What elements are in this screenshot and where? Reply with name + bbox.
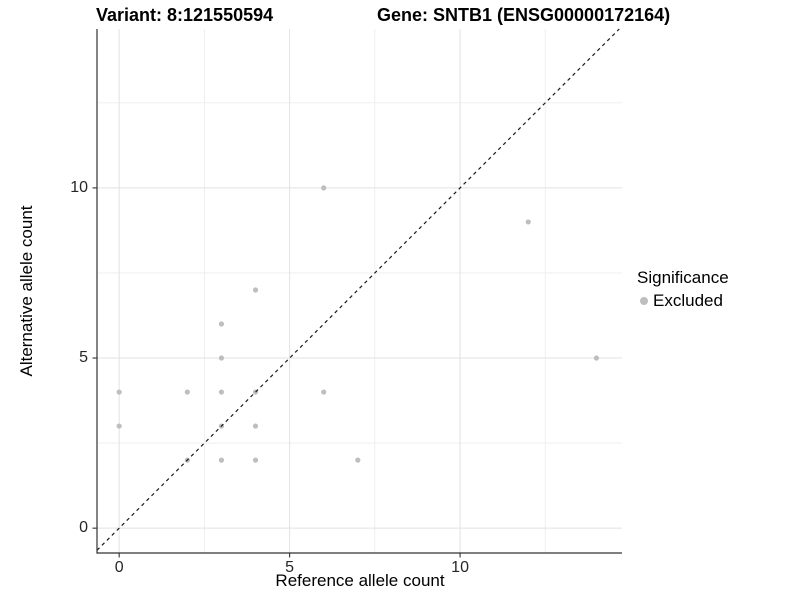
legend-point-icon [640,297,648,305]
data-point [593,355,600,361]
data-point [218,355,225,361]
data-point [355,457,361,463]
gene-title: Gene: SNTB1 (ENSG00000172164) [377,5,671,25]
data-point [252,457,259,463]
y-tick-label: 5 [79,349,88,367]
y-tick-label: 0 [79,519,88,537]
x-tick-label: 5 [285,559,295,576]
variant-title: Variant: 8:121550594 [96,5,274,25]
legend-item-label: Excluded [653,291,723,310]
x-axis-label: Reference allele count [275,571,445,590]
legend-title: Significance [637,268,729,287]
data-point [218,457,225,463]
legend: Significance Excluded [637,268,729,311]
data-point [184,389,190,395]
data-point [218,321,225,327]
data-point [252,287,259,293]
data-point [321,389,327,395]
x-tick-label: 0 [114,559,124,576]
legend-item-excluded: Excluded [637,291,729,311]
data-point [116,423,122,429]
data-point [252,423,259,429]
data-point [321,185,327,191]
y-tick-label: 10 [70,178,88,196]
x-tick-label: 10 [451,559,469,576]
data-point [525,219,531,225]
identity-line [96,28,620,551]
data-point [218,389,225,395]
data-point [116,389,122,395]
